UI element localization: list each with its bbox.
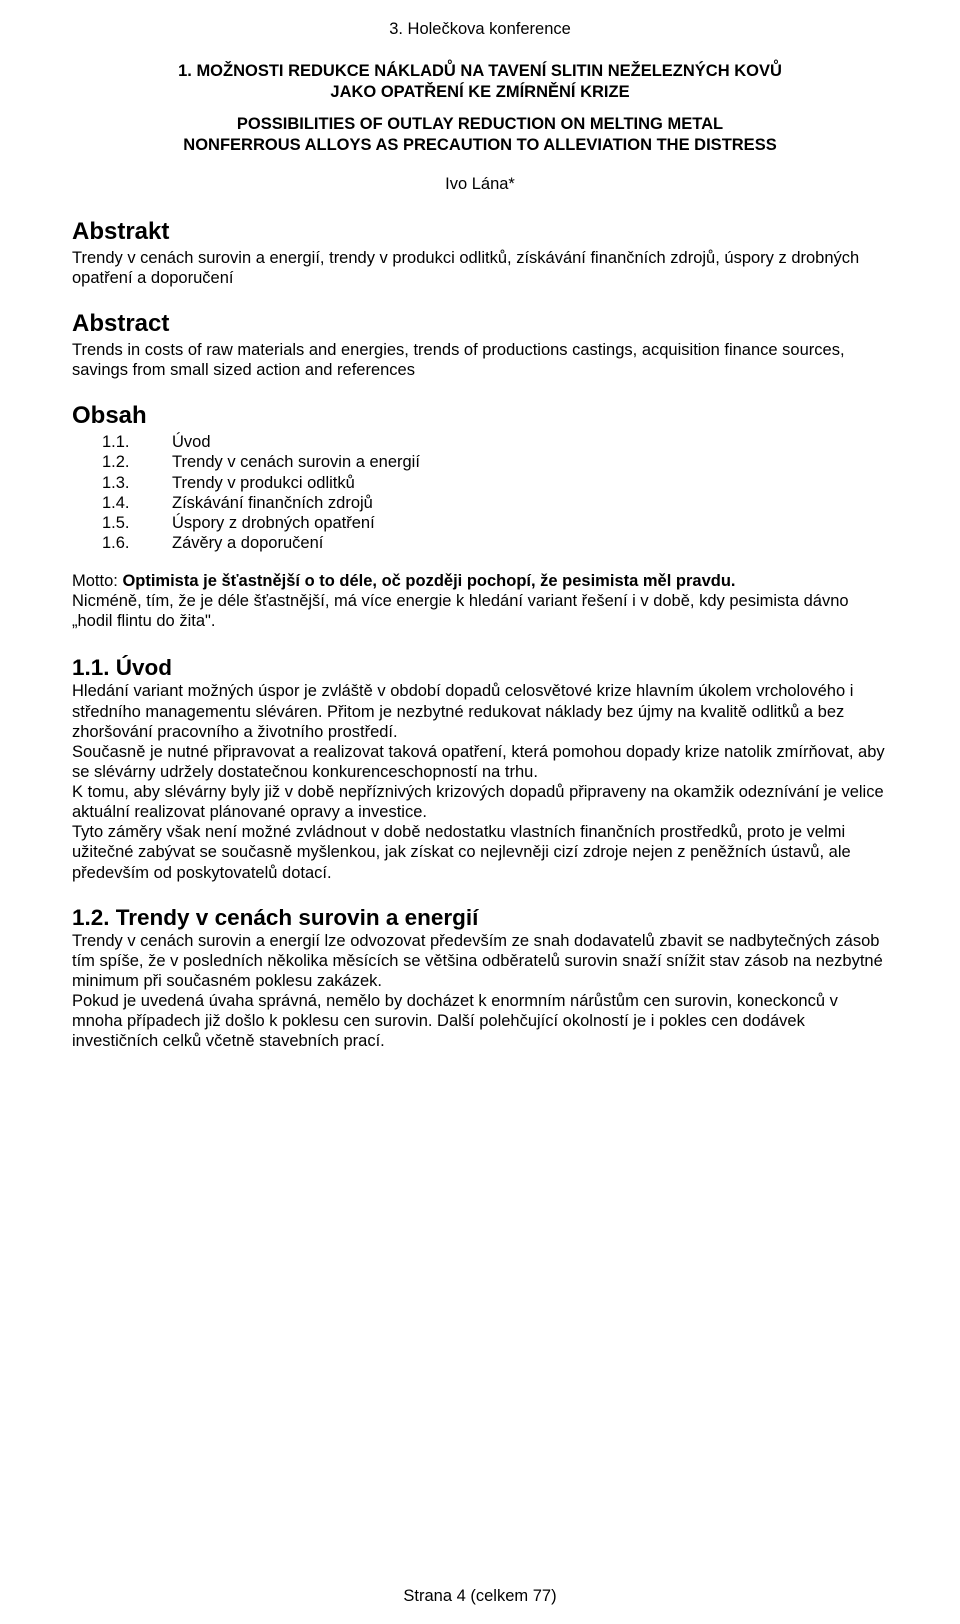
toc-label: Trendy v cenách surovin a energií	[172, 452, 420, 472]
section-1-1-text: Hledání variant možných úspor je zvláště…	[72, 681, 888, 882]
toc-label: Získávání finančních zdrojů	[172, 493, 373, 513]
page-footer: Strana 4 (celkem 77)	[0, 1587, 960, 1606]
motto-bold: Optimista je šťastnější o to déle, oč po…	[122, 572, 735, 590]
author: Ivo Lána*	[72, 175, 888, 194]
motto-tail: Nicméně, tím, že je déle šťastnější, má …	[72, 592, 849, 630]
abstrakt-heading: Abstrakt	[72, 218, 888, 246]
title-cz-line2: JAKO OPATŘENÍ KE ZMÍRNĚNÍ KRIZE	[330, 83, 629, 101]
motto-label: Motto:	[72, 572, 122, 590]
page-header: 3. Holečkova konference	[72, 20, 888, 39]
toc-label: Úspory z drobných opatření	[172, 513, 375, 533]
toc-label: Závěry a doporučení	[172, 533, 323, 553]
toc-num: 1.1.	[72, 432, 172, 452]
toc: 1.1. Úvod 1.2. Trendy v cenách surovin a…	[72, 432, 888, 553]
motto-block: Motto: Optimista je šťastnější o to déle…	[72, 571, 888, 631]
toc-num: 1.6.	[72, 533, 172, 553]
section-1-1-heading: 1.1. Úvod	[72, 655, 888, 681]
section-1-2-text: Trendy v cenách surovin a energií lze od…	[72, 931, 888, 1052]
toc-row: 1.4. Získávání finančních zdrojů	[72, 493, 888, 513]
title-cz-line1: 1. MOŽNOSTI REDUKCE NÁKLADŮ NA TAVENÍ SL…	[178, 62, 782, 80]
title-en-line2: NONFERROUS ALLOYS AS PRECAUTION TO ALLEV…	[183, 136, 776, 154]
toc-row: 1.2. Trendy v cenách surovin a energií	[72, 452, 888, 472]
obsah-heading: Obsah	[72, 402, 888, 430]
toc-num: 1.2.	[72, 452, 172, 472]
toc-label: Trendy v produkci odlitků	[172, 473, 355, 493]
abstract-text: Trends in costs of raw materials and ene…	[72, 340, 888, 380]
toc-num: 1.3.	[72, 473, 172, 493]
abstract-heading: Abstract	[72, 310, 888, 338]
toc-row: 1.3. Trendy v produkci odlitků	[72, 473, 888, 493]
toc-label: Úvod	[172, 432, 211, 452]
toc-num: 1.4.	[72, 493, 172, 513]
title-en-line1: POSSIBILITIES OF OUTLAY REDUCTION ON MEL…	[237, 115, 723, 133]
document-title: 1. MOŽNOSTI REDUKCE NÁKLADŮ NA TAVENÍ SL…	[72, 61, 888, 157]
toc-row: 1.5. Úspory z drobných opatření	[72, 513, 888, 533]
abstrakt-text: Trendy v cenách surovin a energií, trend…	[72, 248, 888, 288]
toc-row: 1.6. Závěry a doporučení	[72, 533, 888, 553]
section-1-2-heading: 1.2. Trendy v cenách surovin a energií	[72, 905, 888, 931]
toc-num: 1.5.	[72, 513, 172, 533]
toc-row: 1.1. Úvod	[72, 432, 888, 452]
